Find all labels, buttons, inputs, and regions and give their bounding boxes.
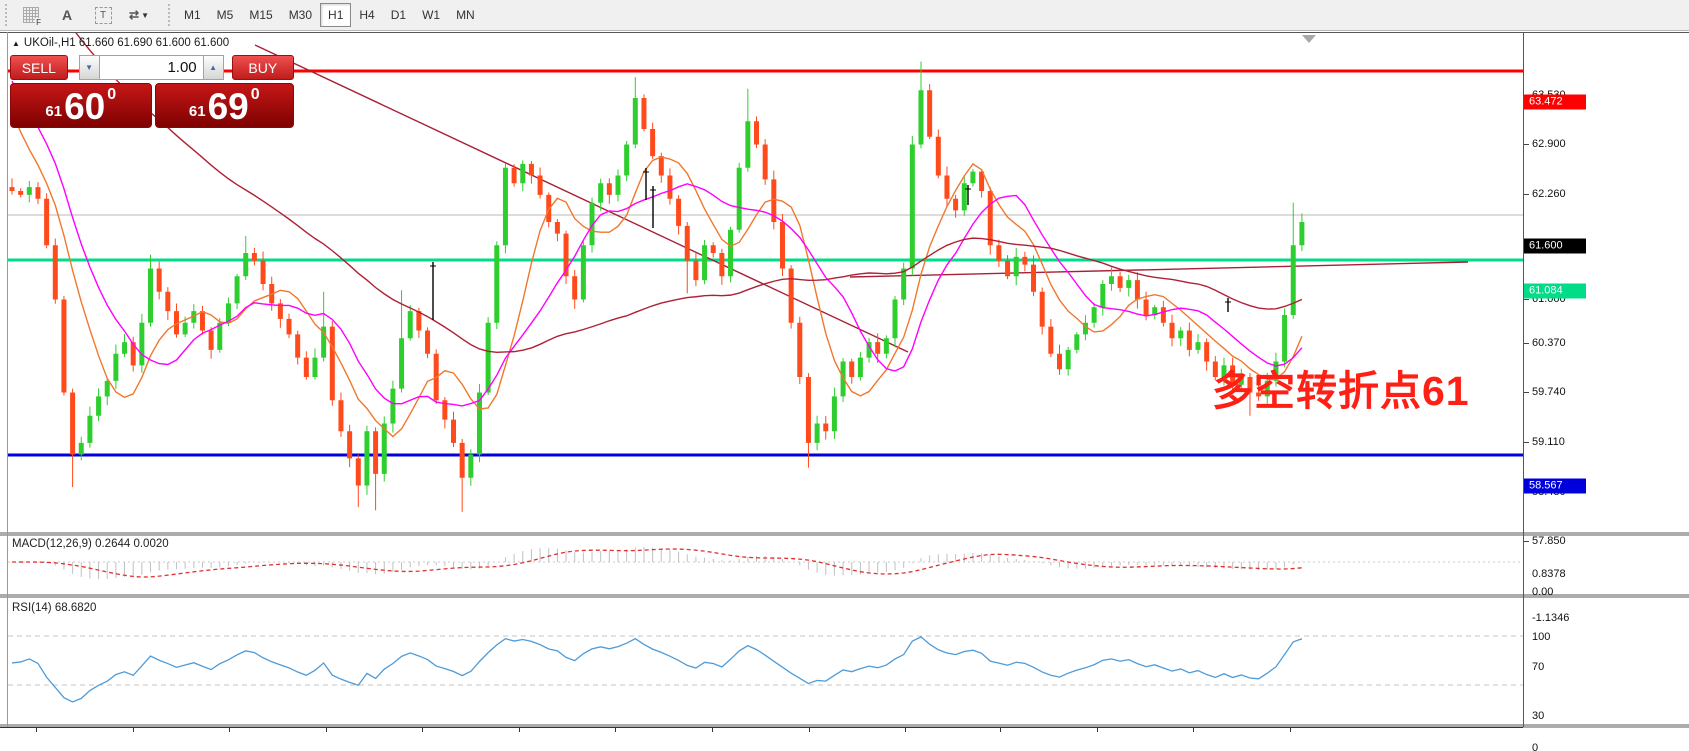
timeframe-button-d1[interactable]: D1: [390, 8, 407, 22]
tick-mark: [1524, 541, 1529, 542]
time-tick-mark: [809, 728, 810, 732]
timeframe-button-mn[interactable]: MN: [456, 8, 475, 22]
hline-price-tag: 61.084: [1524, 283, 1586, 299]
macd-label: MACD(12,26,9) 0.2644 0.0020: [12, 538, 169, 550]
volume-decrease-button[interactable]: ▼: [78, 55, 100, 80]
macd-axis-tick: 0.00: [1532, 586, 1554, 598]
time-tick-mark: [519, 728, 520, 732]
time-tick-mark: [905, 728, 906, 732]
price-axis-tick: 60.370: [1532, 337, 1566, 349]
tick-mark: [1524, 194, 1529, 195]
time-tick-mark: [229, 728, 230, 732]
timeframe-button-h1[interactable]: H1: [320, 3, 352, 27]
timeframe-bar: M1 M5 M15 M30 H1 H4 D1 W1 MN: [176, 3, 483, 27]
collapse-triangle-icon[interactable]: ▲: [12, 39, 20, 48]
price-axis-tick: 62.900: [1532, 138, 1566, 150]
timeframe-button-m15[interactable]: M15: [249, 8, 273, 22]
timeframe-button-w1[interactable]: W1: [422, 8, 441, 22]
buy-button[interactable]: BUY: [231, 55, 294, 80]
chart-text-annotation: 多空转折点61: [1212, 368, 1470, 414]
timeframe-button-m30[interactable]: M30: [288, 8, 313, 22]
indicators-grid-f-icon[interactable]: F: [14, 3, 48, 27]
text-box-icon[interactable]: T: [86, 3, 120, 27]
chevron-down-icon: ▼: [141, 10, 149, 20]
tick-mark: [1524, 144, 1529, 145]
rsi-axis-tick: 70: [1532, 661, 1545, 673]
volume-increase-button[interactable]: ▲: [202, 55, 224, 80]
time-tick-mark: [36, 728, 37, 732]
rsi-axis-tick: 0: [1532, 742, 1539, 751]
tick-mark: [1524, 343, 1529, 344]
rsi-axis-tick: 30: [1532, 710, 1545, 722]
time-tick-mark: [1193, 728, 1194, 732]
time-tick-mark: [615, 728, 616, 732]
hline-price-tag: 63.472: [1524, 94, 1586, 110]
time-tick-mark: [133, 728, 134, 732]
price-axis-tick: 59.110: [1532, 436, 1565, 448]
toolbar-grip[interactable]: [4, 4, 9, 26]
sell-button[interactable]: SELL: [10, 55, 68, 80]
tick-mark: [1524, 392, 1529, 393]
buy-price-display[interactable]: 61 69 0: [154, 83, 294, 128]
macd-axis-tick: -1.1346: [1532, 612, 1570, 624]
chart-window[interactable]: ▲ UKOil-,H1 61.660 61.690 61.600 61.600 S…: [0, 31, 1689, 751]
time-tick-mark: [1290, 728, 1291, 732]
time-tick-mark: [1000, 728, 1001, 732]
time-tick-mark: [422, 728, 423, 732]
sell-price-display[interactable]: 61 60 0: [10, 83, 152, 128]
toolbar: F A T ⇄ ▼ M1 M5 M15 M30 H1 H4 D1 W1 MN: [0, 0, 1689, 31]
rsi-label: RSI(14) 68.6820: [12, 602, 97, 614]
symbol-ohlc-line: ▲ UKOil-,H1 61.660 61.690 61.600 61.600: [12, 37, 230, 49]
timeframe-button-m1[interactable]: M1: [184, 8, 201, 22]
timeframe-button-m5[interactable]: M5: [216, 8, 234, 22]
price-axis-tick: 59.740: [1532, 386, 1566, 398]
one-click-trade-panel: SELL ▼ 1.00 ▲ BUY 61 60 0 61 69 0: [10, 55, 294, 128]
price-axis-tick: 62.260: [1532, 188, 1566, 200]
volume-input[interactable]: 1.00: [99, 55, 203, 80]
hline-price-tag: 58.567: [1524, 478, 1586, 494]
tick-mark: [1524, 299, 1529, 300]
time-tick-mark: [1097, 728, 1098, 732]
tick-mark: [1524, 442, 1529, 443]
current-price-tag: 61.600: [1524, 238, 1586, 254]
time-tick-mark: [712, 728, 713, 732]
macd-axis-tick: 0.8378: [1532, 568, 1566, 580]
text-label-icon[interactable]: A: [61, 7, 73, 23]
timeframe-button-h4[interactable]: H4: [359, 8, 375, 22]
toolbar-grip-2[interactable]: [167, 4, 172, 26]
cycle-arrows-icon[interactable]: ⇄ ▼: [129, 8, 149, 22]
time-tick-mark: [326, 728, 327, 732]
rsi-axis-tick: 100: [1532, 631, 1551, 643]
price-axis-tick: 57.850: [1532, 535, 1566, 547]
